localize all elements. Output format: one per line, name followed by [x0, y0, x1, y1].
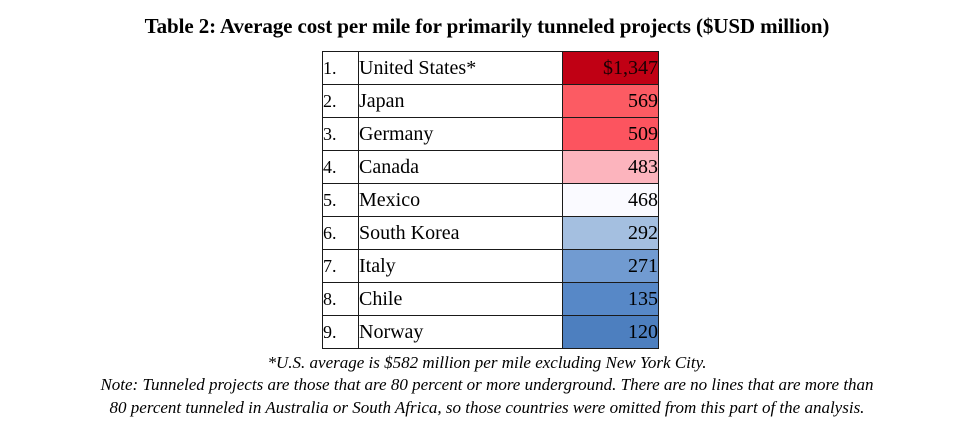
country-cell: Mexico: [358, 183, 563, 217]
country-cell: Japan: [358, 84, 563, 118]
table-row: 9. Norway 120: [322, 315, 659, 349]
rank-cell: 5.: [322, 183, 359, 217]
table-row: 5. Mexico 468: [322, 183, 659, 217]
footnote-note-line-2: 80 percent tunneled in Australia or Sout…: [109, 397, 865, 417]
table-row: 3. Germany 509: [322, 117, 659, 151]
value-cell: 135: [562, 282, 659, 316]
rank-cell: 2.: [322, 84, 359, 118]
page-title: Table 2: Average cost per mile for prima…: [144, 14, 830, 38]
rank-cell: 1.: [322, 51, 359, 85]
country-cell: South Korea: [358, 216, 563, 250]
country-cell: United States*: [358, 51, 563, 85]
value-cell: 120: [562, 315, 659, 349]
value-cell: 483: [562, 150, 659, 184]
rank-cell: 3.: [322, 117, 359, 151]
country-cell: Norway: [358, 315, 563, 349]
footnote-note-line-1: Note: Tunneled projects are those that a…: [100, 375, 874, 395]
footnote-asterisk: *U.S. average is $582 million per mile e…: [267, 353, 707, 372]
country-cell: Chile: [358, 282, 563, 316]
table-row: 4. Canada 483: [322, 150, 659, 184]
value-cell: 292: [562, 216, 659, 250]
value-cell: 271: [562, 249, 659, 283]
cost-table: 1. United States* $1,347 2. Japan 569 3. German…: [322, 51, 659, 349]
table-row: 7. Italy 271: [322, 249, 659, 283]
cost-table-container: 1. United States* $1,347 2. Japan 569 3. German…: [322, 51, 659, 349]
country-cell: Germany: [358, 117, 563, 151]
value-cell: 569: [562, 84, 659, 118]
rank-cell: 8.: [322, 282, 359, 316]
table-row: 2. Japan 569: [322, 84, 659, 118]
footnotes: *U.S. average is $582 million per mile e…: [0, 352, 974, 419]
rank-cell: 9.: [322, 315, 359, 349]
table-row: 1. United States* $1,347: [322, 51, 659, 85]
table-row: 8. Chile 135: [322, 282, 659, 316]
rank-cell: 6.: [322, 216, 359, 250]
value-cell: 509: [562, 117, 659, 151]
value-cell: $1,347: [562, 51, 659, 85]
country-cell: Canada: [358, 150, 563, 184]
country-cell: Italy: [358, 249, 563, 283]
value-cell: 468: [562, 183, 659, 217]
rank-cell: 7.: [322, 249, 359, 283]
rank-cell: 4.: [322, 150, 359, 184]
table-row: 6. South Korea 292: [322, 216, 659, 250]
